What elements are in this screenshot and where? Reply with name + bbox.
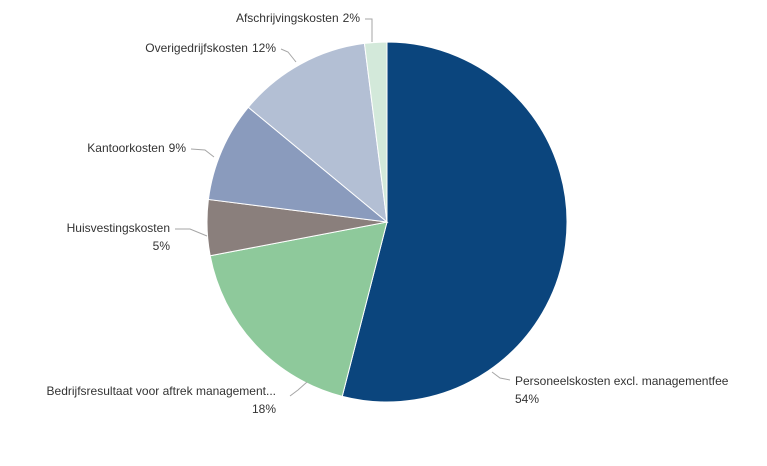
slice-label: Personeelskosten excl. managementfee 54% [515,374,729,406]
slice-value: 54% [515,392,539,406]
slice-label: Bedrijfsresultaat voor aftrek management… [47,384,277,416]
leader-line [491,371,511,381]
pie-slice [341,41,568,403]
pie-slice [207,106,389,223]
slice-name: Kantoorkosten [87,141,164,155]
slice-value: 5% [153,239,171,253]
leader-line [175,228,208,237]
slice-label: Overigedrijfskosten 12% [145,41,276,55]
slice-value: 9% [169,141,187,155]
slice-label: Huisvestingskosten 5% [67,221,171,253]
leader-line [365,18,373,42]
slice-name: Personeelskosten excl. managementfee [515,374,729,388]
slice-label: Kantoorkosten 9% [87,141,186,155]
pie-slice [363,41,388,223]
slice-name: Afschrijvingskosten [236,11,339,25]
slice-name: Overigedrijfskosten [145,41,248,55]
leader-line [280,48,297,63]
slice-label: Afschrijvingskosten 2% [236,11,360,25]
slice-value: 18% [252,402,276,416]
slice-name: Bedrijfsresultaat voor aftrek management… [47,384,276,398]
pie-slice [247,42,388,224]
pie-slice [209,221,388,397]
leader-line [190,148,215,158]
slice-value: 2% [343,11,361,25]
slice-name: Huisvestingskosten [67,221,170,235]
leader-line [289,381,308,397]
slice-value: 12% [252,41,276,55]
